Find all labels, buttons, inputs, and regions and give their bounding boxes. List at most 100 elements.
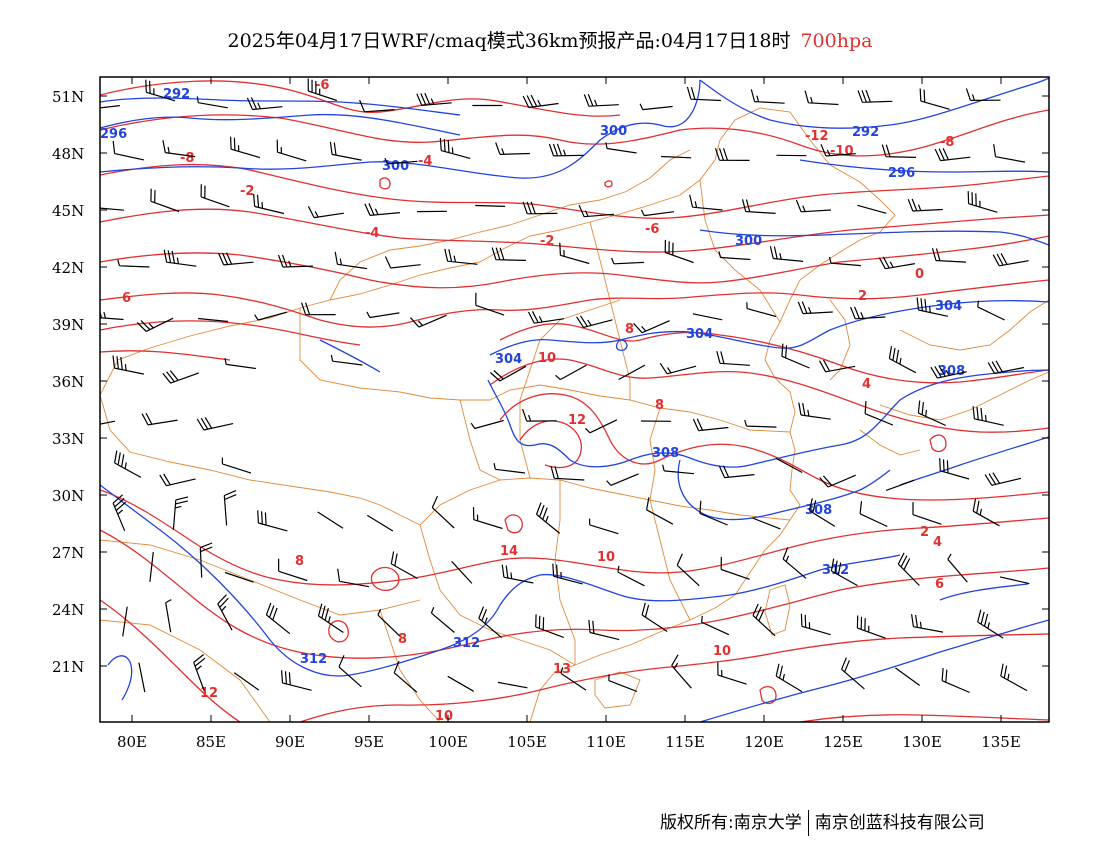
wind-barb [881,144,917,158]
wind-barb [878,256,916,270]
y-tick-label: 42N [52,259,85,277]
temp-label: 12 [200,686,218,701]
isotherm-loop [604,180,613,188]
province-line-1 [299,308,490,401]
x-tick-label: 110E [586,733,626,751]
wind-barb [967,191,998,213]
x-tick-label: 90E [274,733,306,751]
hainan-coast [594,671,641,709]
wind-barb [317,511,344,529]
wind-barb [334,251,368,270]
temperature-contours [100,80,1049,722]
wind-barb [217,594,233,631]
wind-barb [919,88,950,110]
china-border [100,107,896,673]
wind-barb [752,603,776,637]
wind-barb [430,606,455,633]
wind-barb [359,99,395,113]
wind-barb [475,204,506,207]
wind-barb [495,142,530,155]
title-text: 2025年04月17日WRF/cmaq模式36km预报产品:04月17日18时 [227,30,791,52]
wind-barb [136,317,174,332]
tibet-border [100,394,421,526]
wind-barb [606,473,639,486]
wind-barb [895,667,921,686]
wind-barb [552,563,583,585]
japan-coast [899,299,1049,351]
wind-barb [939,458,970,480]
height-line [799,159,1049,173]
wind-barbs [100,78,1030,694]
wind-barb [199,542,213,578]
temp-label: -2 [240,184,254,199]
wind-barb [560,667,587,691]
isotherm-loop [328,620,349,643]
plot-frame [99,76,1050,723]
temp-label: -8 [940,135,954,150]
india-border [100,539,421,616]
wind-barb [317,603,344,633]
wind-barb [857,204,887,214]
wind-barb [112,140,145,161]
height-line [319,339,381,373]
wind-barb [150,188,180,213]
height-label: 300 [735,234,762,249]
wind-barb [992,253,1029,267]
temp-label: -6 [315,78,329,93]
wind-barb [224,358,256,370]
x-tick-label: 135E [981,733,1021,751]
height-label: 292 [163,87,190,102]
isotherm [100,163,1049,219]
wind-barb [337,568,370,588]
isotherm [100,279,1049,328]
height-label: 300 [600,124,627,139]
footer-separator [807,810,809,836]
height-line [699,77,1049,129]
wind-barb [470,419,504,430]
wind-barb [659,362,697,375]
wind-barb [589,518,619,535]
wind-barb [221,457,252,474]
korea-border [829,299,851,381]
wind-barb [965,88,1001,101]
height-line [699,229,1049,246]
wind-barb [451,560,473,584]
wind-barb [491,247,526,261]
wind-barb [307,78,337,102]
temp-label: -10 [830,144,854,159]
x-tick-label: 125E [823,733,863,751]
height-label: 292 [852,125,879,140]
wind-barb [993,144,1026,163]
vietnam-coast [529,671,556,722]
wind-barb [911,614,944,633]
wind-barb [223,490,237,526]
wind-barb [522,408,557,422]
y-tick-label: 45N [52,202,85,220]
wind-barb [744,419,777,428]
wind-barb [444,248,478,265]
temp-label: 10 [597,550,615,565]
height-line [489,300,1049,356]
wind-barb [583,93,619,107]
wind-barb [972,498,1000,527]
wind-barb [277,254,313,268]
wind-barb [330,354,363,366]
height-label: 304 [495,352,522,367]
temp-label: -2 [540,234,554,249]
wind-barb [364,203,400,216]
wind-barb [122,606,128,637]
temp-label: 8 [625,322,634,337]
wind-barb [527,311,564,324]
y-tick-label: 51N [52,88,85,106]
wind-barb [781,343,810,369]
wind-barb [671,654,692,689]
y-tick-label: 21N [52,658,85,676]
wind-barb [576,315,613,328]
isotherm [100,599,241,722]
wind-barb [828,256,861,267]
x-tick-label: 120E [744,733,784,751]
wind-barb [798,402,831,420]
wind-barb [797,301,833,315]
wind-barb [856,615,886,639]
province-line-6 [649,407,691,621]
